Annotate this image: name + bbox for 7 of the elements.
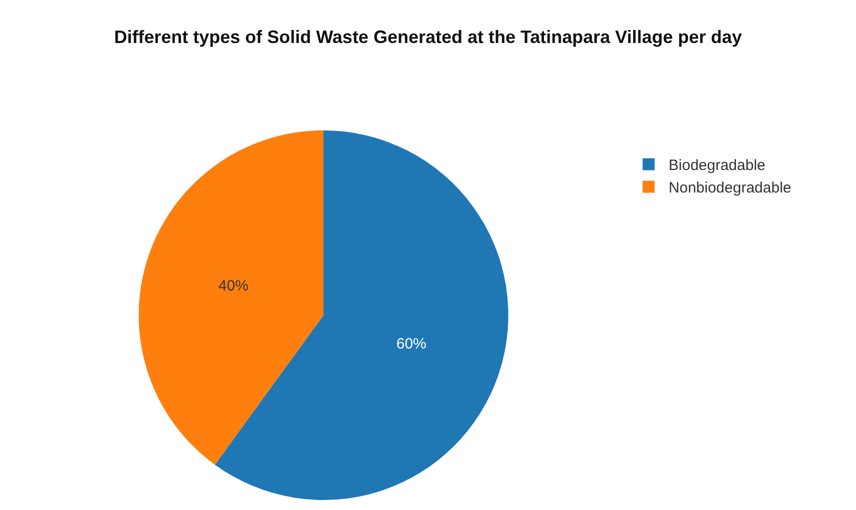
legend-label: Biodegradable <box>668 157 766 174</box>
pie-slice <box>139 130 324 465</box>
chart-title: Different types of Solid Waste Generated at the Tatinapara Village per day <box>114 27 742 48</box>
legend-label: Nonbiodegradable <box>668 180 792 197</box>
data-label: 60% <box>396 335 426 352</box>
pie-slice <box>214 130 508 500</box>
data-label: 40% <box>218 277 248 294</box>
